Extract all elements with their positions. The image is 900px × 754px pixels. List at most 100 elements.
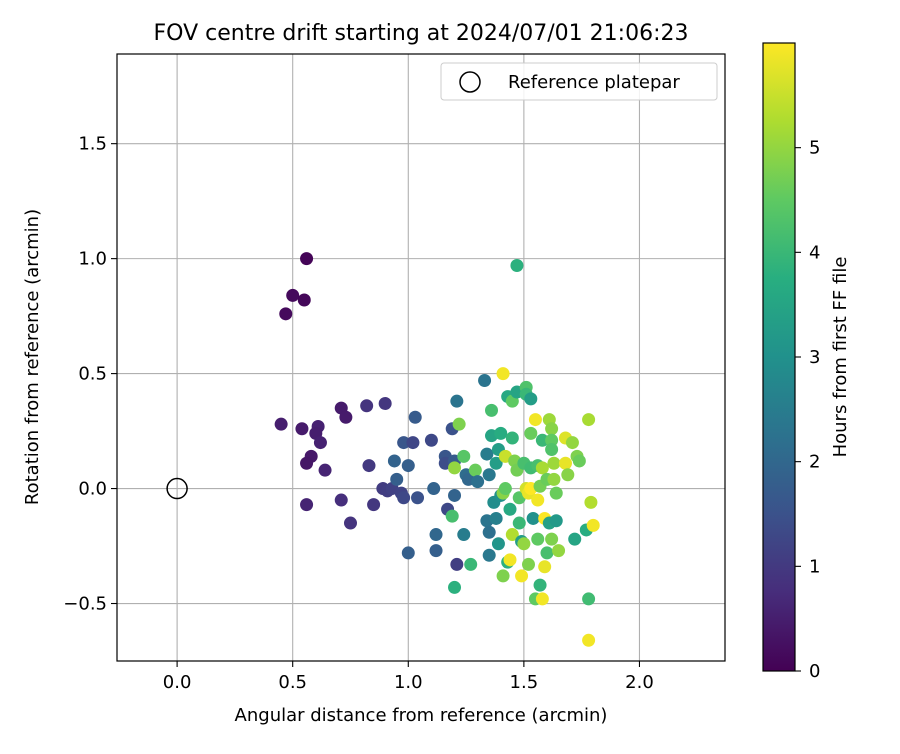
data-point bbox=[445, 509, 459, 523]
data-point bbox=[547, 472, 561, 486]
data-point bbox=[535, 433, 549, 447]
colorbar-tick-label: 4 bbox=[809, 242, 820, 263]
data-point bbox=[334, 493, 348, 507]
data-point bbox=[367, 498, 381, 512]
data-point bbox=[448, 580, 462, 594]
data-point bbox=[482, 525, 496, 539]
reference-point bbox=[166, 477, 188, 500]
data-point bbox=[489, 456, 503, 470]
data-point bbox=[521, 557, 535, 571]
data-point bbox=[586, 518, 600, 532]
data-point bbox=[547, 456, 561, 470]
data-point bbox=[406, 436, 420, 450]
data-point bbox=[387, 454, 401, 468]
data-point bbox=[300, 498, 314, 512]
data-point bbox=[468, 463, 482, 477]
data-point bbox=[528, 413, 542, 427]
y-tick-label: 0.0 bbox=[78, 479, 107, 500]
data-point bbox=[489, 511, 503, 525]
chart-title: FOV centre drift starting at 2024/07/01 … bbox=[154, 21, 689, 46]
colorbar-tick-label: 5 bbox=[809, 138, 820, 159]
data-point bbox=[582, 633, 596, 647]
data-point bbox=[558, 456, 572, 470]
data-point bbox=[549, 514, 563, 528]
data-point bbox=[318, 463, 332, 477]
data-point bbox=[503, 553, 517, 567]
legend-box bbox=[440, 62, 718, 101]
data-point bbox=[503, 502, 517, 516]
data-point bbox=[401, 546, 415, 560]
colorbar-label: Hours from first FF file bbox=[830, 257, 851, 458]
data-point bbox=[496, 367, 510, 381]
data-point bbox=[313, 436, 327, 450]
data-point bbox=[565, 436, 579, 450]
data-point bbox=[535, 592, 549, 606]
colorbar-tick-label: 1 bbox=[809, 556, 820, 577]
data-point bbox=[572, 454, 586, 468]
y-axis-label: Rotation from reference (arcmin) bbox=[22, 209, 43, 505]
data-point bbox=[429, 528, 443, 542]
data-point bbox=[286, 288, 300, 302]
data-point bbox=[464, 557, 478, 571]
data-point bbox=[411, 491, 425, 505]
colorbar-tick-label: 0 bbox=[809, 661, 820, 682]
x-tick-label: 1.5 bbox=[510, 672, 539, 693]
colorbar-tick-label: 2 bbox=[809, 452, 820, 473]
data-point bbox=[300, 252, 314, 266]
x-tick-label: 1.0 bbox=[394, 672, 423, 693]
data-point bbox=[408, 410, 422, 424]
data-point bbox=[498, 482, 512, 496]
x-axis: 0.0 0.5 1.0 1.5 2.0 bbox=[163, 661, 654, 693]
data-point bbox=[496, 569, 510, 583]
data-point bbox=[549, 486, 563, 500]
data-point bbox=[482, 468, 496, 482]
reference-marker bbox=[166, 477, 188, 500]
data-point bbox=[482, 548, 496, 562]
colorbar-tick-label: 3 bbox=[809, 347, 820, 368]
data-point bbox=[485, 403, 499, 417]
data-point bbox=[450, 394, 464, 408]
legend: Reference platepar bbox=[440, 62, 718, 101]
y-tick-label: 1.0 bbox=[78, 249, 107, 270]
y-tick-label: 1.5 bbox=[78, 134, 107, 155]
x-axis-label: Angular distance from reference (arcmin) bbox=[235, 705, 608, 726]
data-point bbox=[295, 422, 309, 436]
data-point bbox=[531, 493, 545, 507]
data-point bbox=[561, 468, 575, 482]
data-point bbox=[427, 482, 441, 496]
data-point bbox=[339, 410, 353, 424]
data-point bbox=[397, 491, 411, 505]
data-point bbox=[540, 546, 554, 560]
data-point bbox=[297, 293, 311, 307]
colorbar: 0 1 2 3 4 5 Hours from first FF file bbox=[762, 42, 851, 682]
data-point bbox=[457, 528, 471, 542]
data-point bbox=[378, 396, 392, 410]
legend-marker bbox=[459, 71, 481, 93]
y-tick-label: −0.5 bbox=[63, 594, 107, 615]
data-point bbox=[505, 431, 519, 445]
data-point bbox=[568, 532, 582, 546]
x-tick-label: 0.0 bbox=[163, 672, 192, 693]
x-tick-label: 0.5 bbox=[278, 672, 307, 693]
data-point bbox=[448, 461, 462, 475]
data-point bbox=[582, 592, 596, 606]
data-point bbox=[515, 569, 529, 583]
data-point bbox=[450, 557, 464, 571]
grid bbox=[117, 54, 725, 661]
data-point bbox=[545, 433, 559, 447]
data-point bbox=[535, 461, 549, 475]
data-point bbox=[526, 511, 540, 525]
data-point bbox=[512, 516, 526, 530]
y-tick-label: 0.5 bbox=[78, 364, 107, 385]
data-point bbox=[545, 532, 559, 546]
data-point bbox=[397, 436, 411, 450]
data-point bbox=[390, 472, 404, 486]
data-point bbox=[401, 459, 415, 473]
data-point bbox=[362, 459, 376, 473]
data-point bbox=[552, 544, 566, 558]
data-point bbox=[360, 399, 374, 413]
data-point bbox=[300, 456, 314, 470]
data-point bbox=[452, 417, 466, 431]
